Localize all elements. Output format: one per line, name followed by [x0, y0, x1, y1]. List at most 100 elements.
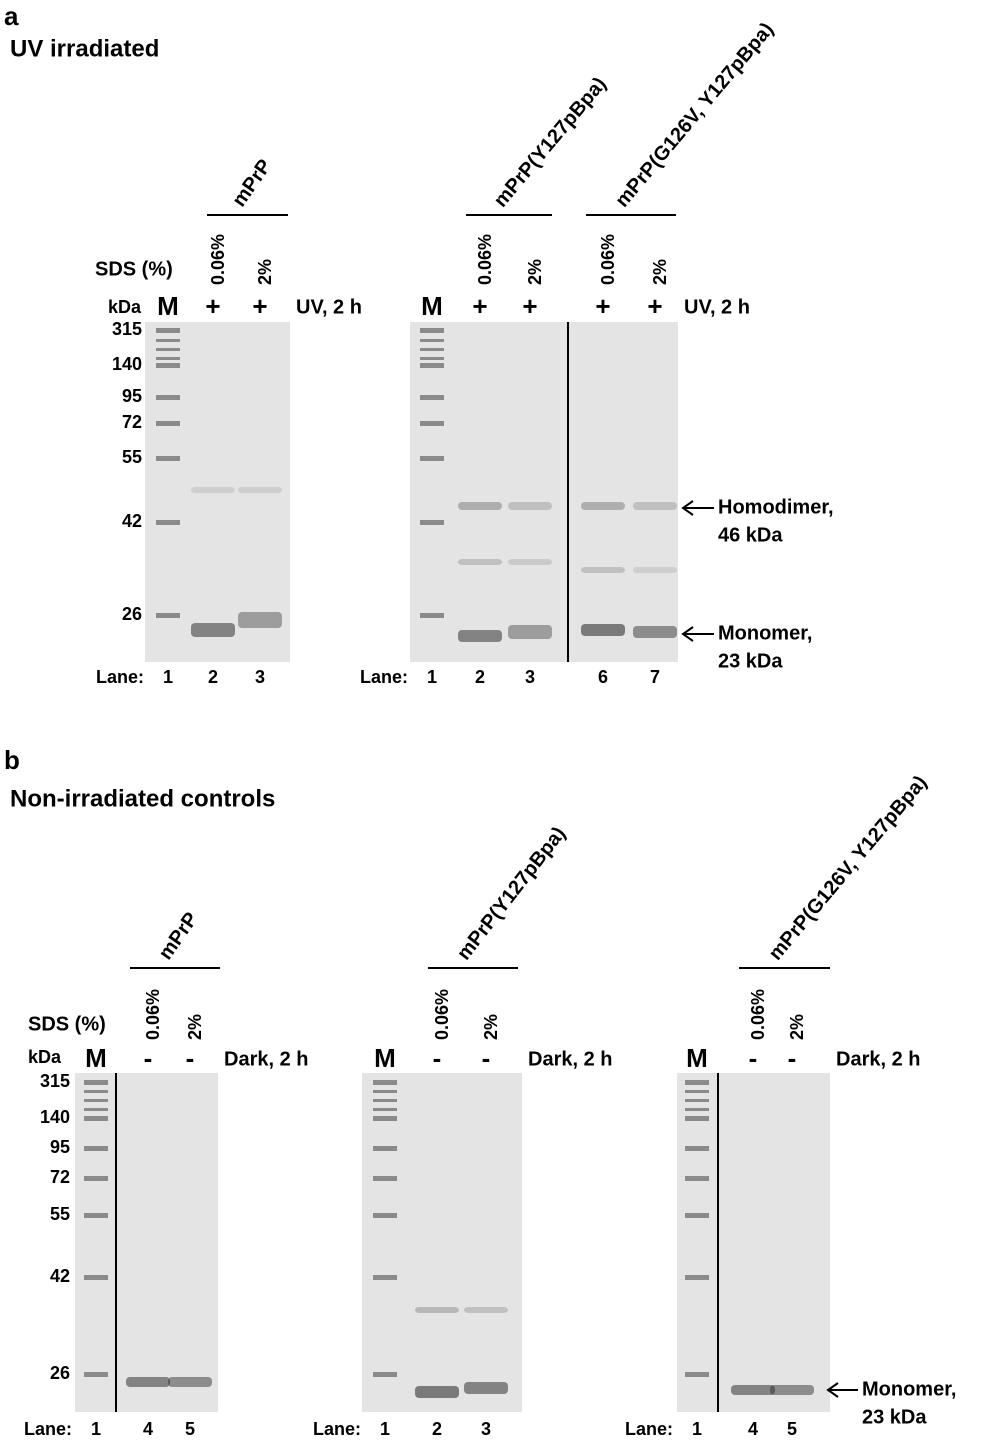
treatment-sign: + — [595, 291, 610, 321]
sample-band — [464, 1382, 508, 1394]
ladder-band — [373, 1275, 397, 1280]
panel-letter: b — [4, 745, 20, 775]
annotation-sub: 46 kDa — [718, 524, 783, 546]
ladder-band — [84, 1213, 108, 1218]
ladder-band — [420, 348, 444, 351]
sample-band — [508, 625, 552, 639]
ladder-band — [84, 1108, 108, 1111]
marker-size: 42 — [122, 511, 142, 531]
ladder-band — [84, 1099, 108, 1102]
group-name: mPrP — [228, 155, 276, 210]
annotation: Monomer, — [862, 1378, 956, 1400]
gel — [75, 1073, 218, 1412]
arrow-head — [826, 1382, 839, 1398]
marker-size: 140 — [40, 1107, 70, 1127]
treatment-sign: - — [186, 1043, 195, 1073]
treatment-sign: - — [144, 1043, 153, 1073]
ladder-band — [420, 421, 444, 426]
ladder-band — [685, 1146, 709, 1151]
ladder-band — [420, 520, 444, 525]
sample-band — [168, 1377, 212, 1387]
ladder-band — [373, 1090, 397, 1093]
treatment-sign: - — [788, 1043, 797, 1073]
lane-number: 4 — [748, 1419, 758, 1439]
treatment-sign: - — [482, 1043, 491, 1073]
sample-band — [508, 559, 552, 565]
ladder-band — [84, 1275, 108, 1280]
sample-band — [458, 630, 502, 642]
lane-number: 2 — [475, 667, 485, 687]
sample-band — [581, 567, 625, 573]
ladder-band — [156, 395, 180, 400]
marker-size: 95 — [122, 386, 142, 406]
lane-label: Lane: — [625, 1419, 673, 1439]
sds-value: 2% — [255, 259, 275, 285]
ladder-band — [420, 456, 444, 461]
annotation: Monomer, — [718, 622, 812, 644]
ladder-band — [156, 357, 180, 360]
panel-title: UV irradiated — [10, 35, 159, 62]
marker-size: 55 — [122, 447, 142, 467]
gel — [362, 1073, 522, 1412]
ladder-band — [420, 357, 444, 360]
lane-number: 6 — [598, 667, 608, 687]
marker-size: 72 — [50, 1167, 70, 1187]
sds-value: 2% — [481, 1014, 501, 1040]
ladder-band — [373, 1116, 397, 1121]
ladder-band — [685, 1099, 709, 1102]
treatment-label: Dark, 2 h — [836, 1048, 920, 1070]
group-name: mPrP(G126V, Y127pBpa) — [611, 19, 778, 212]
lane-number: 2 — [208, 667, 218, 687]
lane-number: 3 — [481, 1419, 491, 1439]
sample-band — [238, 612, 282, 628]
sample-band — [731, 1385, 775, 1395]
sds-value: 0.06% — [432, 989, 452, 1040]
kda-label: kDa — [108, 297, 142, 317]
ladder-band — [156, 328, 180, 333]
ladder-band — [420, 339, 444, 342]
ladder-band — [84, 1116, 108, 1121]
marker-size: 55 — [50, 1204, 70, 1224]
group-name: mPrP(Y127pBpa) — [453, 823, 570, 964]
ladder-band — [156, 339, 180, 342]
marker-lane-label: M — [85, 1043, 107, 1073]
sample-band — [581, 624, 625, 636]
sds-value: 0.06% — [208, 234, 228, 285]
treatment-sign: - — [433, 1043, 442, 1073]
sds-value: 2% — [525, 259, 545, 285]
ladder-band — [373, 1099, 397, 1102]
sds-value: 0.06% — [598, 234, 618, 285]
lane-number: 1 — [692, 1419, 702, 1439]
sample-band — [770, 1385, 814, 1395]
marker-size: 315 — [112, 319, 142, 339]
sds-value: 0.06% — [748, 989, 768, 1040]
lane-number: 5 — [787, 1419, 797, 1439]
ladder-band — [373, 1108, 397, 1111]
ladder-band — [84, 1080, 108, 1085]
sample-band — [191, 487, 235, 493]
marker-size: 315 — [40, 1071, 70, 1091]
sds-label: SDS (%) — [95, 258, 173, 280]
treatment-sign: + — [522, 291, 537, 321]
gel — [677, 1073, 830, 1412]
sds-value: 2% — [787, 1014, 807, 1040]
ladder-band — [156, 363, 180, 368]
ladder-band — [373, 1372, 397, 1377]
lane-number: 3 — [255, 667, 265, 687]
sample-band — [415, 1307, 459, 1313]
ladder-band — [156, 421, 180, 426]
treatment-sign: + — [205, 291, 220, 321]
sample-band — [238, 487, 282, 493]
ladder-band — [420, 613, 444, 618]
marker-size: 42 — [50, 1266, 70, 1286]
marker-lane-label: M — [157, 291, 179, 321]
sample-band — [464, 1307, 508, 1313]
treatment-label: Dark, 2 h — [224, 1048, 308, 1070]
panel-letter: a — [4, 1, 19, 31]
lane-number: 4 — [143, 1419, 153, 1439]
sample-band — [508, 502, 552, 510]
ladder-band — [84, 1176, 108, 1181]
treatment-sign: + — [252, 291, 267, 321]
ladder-band — [373, 1176, 397, 1181]
